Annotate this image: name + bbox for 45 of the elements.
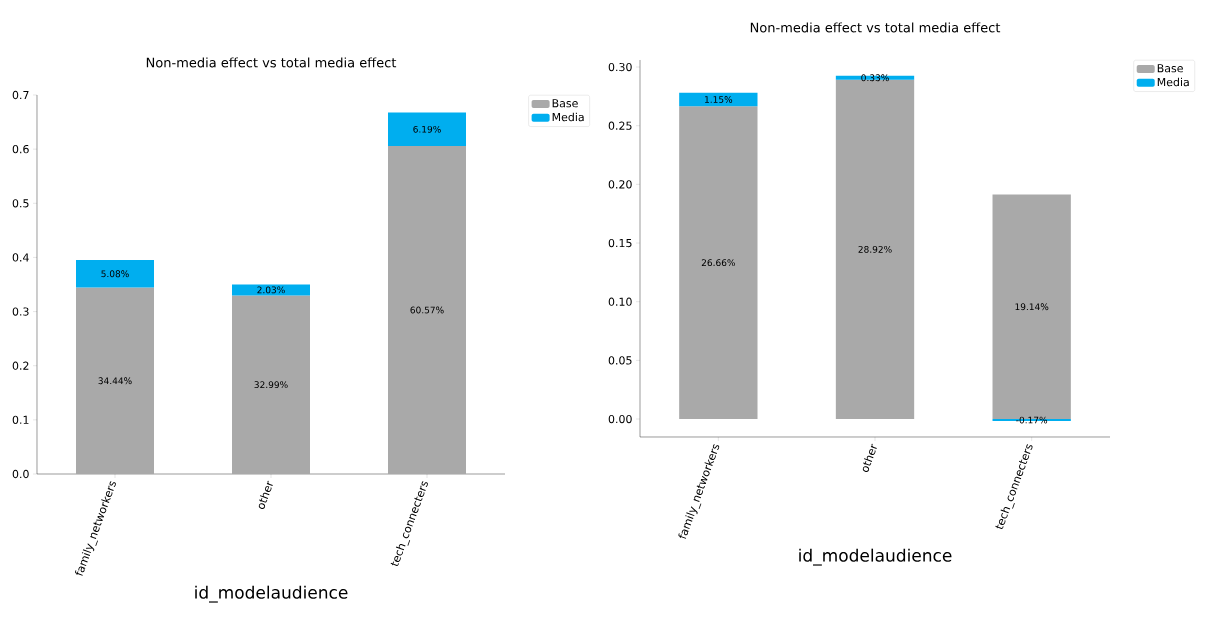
- x-axis-title: id_modelaudience: [799, 548, 952, 566]
- y-tick-label: 0.5: [12, 199, 29, 208]
- y-tick-label: 0.3: [12, 307, 29, 316]
- y-tick-label: 0.20: [608, 180, 632, 189]
- legend-label: Media: [1157, 77, 1189, 87]
- data-label: 60.57%: [410, 306, 444, 314]
- y-tick-label: 0.05: [608, 356, 632, 365]
- x-tick-label: other: [862, 443, 877, 472]
- legend-label: Media: [552, 112, 584, 122]
- y-tick-label: 0.2: [12, 361, 29, 370]
- x-axis-title: id_modelaudience: [195, 585, 348, 603]
- bar: [679, 106, 758, 420]
- legend-label: Base: [552, 99, 578, 108]
- data-label: 28.92%: [858, 245, 892, 253]
- bar: [232, 295, 310, 474]
- y-tick-label: 0.10: [608, 297, 632, 306]
- data-label: 6.19%: [413, 125, 441, 133]
- y-tick-label: 0.0: [12, 469, 29, 479]
- bar: [76, 260, 154, 288]
- legend-label: Base: [1157, 64, 1183, 73]
- data-label: 34.44%: [98, 377, 132, 385]
- data-label: 2.03%: [257, 286, 285, 294]
- bar: [388, 112, 466, 147]
- bar: [76, 287, 154, 474]
- data-label: 1.15%: [705, 96, 733, 103]
- data-label: 26.66%: [701, 259, 735, 267]
- data-label: 5.08%: [101, 270, 129, 278]
- x-tick-label: other: [258, 480, 273, 509]
- y-tick-label: 0.1: [12, 415, 29, 425]
- y-tick-label: 0.00: [608, 414, 632, 424]
- y-tick-label: 0.7: [12, 90, 29, 100]
- bar: [232, 284, 310, 296]
- chart-title: Non-media effect vs total media effect: [146, 57, 397, 68]
- data-label: 19.14%: [1015, 303, 1049, 311]
- y-tick-label: 0.25: [608, 121, 632, 130]
- data-label: 32.99%: [254, 381, 288, 389]
- y-tick-label: 0.15: [608, 238, 632, 248]
- y-tick-label: 0.30: [608, 62, 632, 72]
- y-tick-label: 0.6: [12, 144, 29, 154]
- bar: [835, 75, 915, 80]
- bar: [388, 146, 466, 474]
- bar: [679, 92, 758, 107]
- y-tick-label: 0.4: [12, 253, 29, 262]
- chart-title: Non-media effect vs total media effect: [750, 22, 1001, 33]
- data-label: 0.33%: [861, 74, 889, 82]
